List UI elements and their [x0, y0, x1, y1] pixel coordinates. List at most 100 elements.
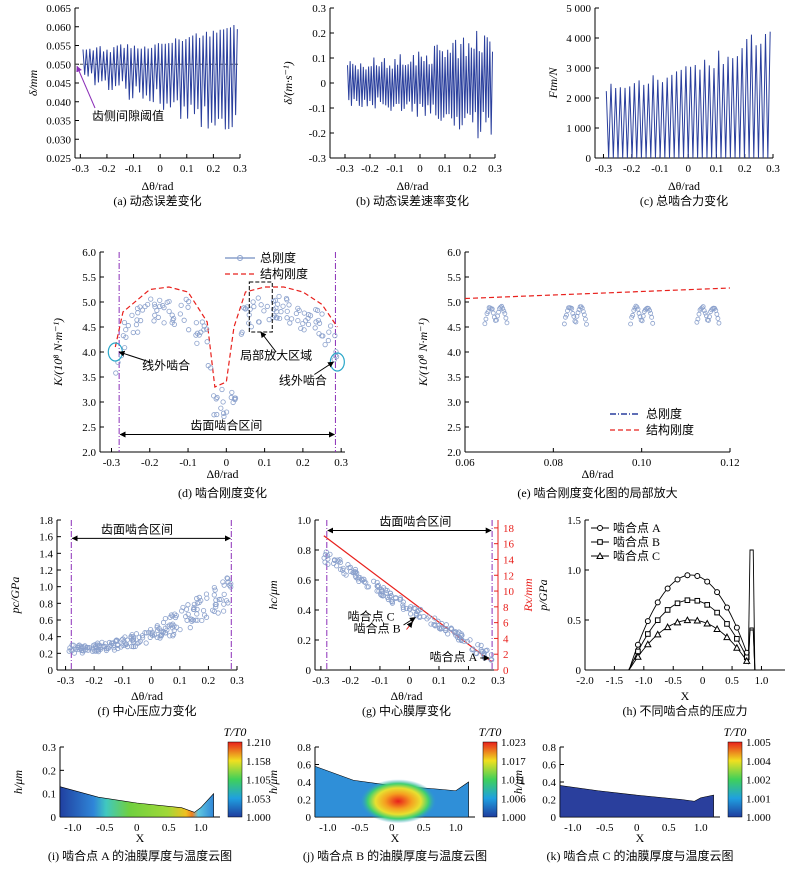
- y-tick-label: 5.5: [447, 272, 461, 284]
- total-stiffness-marker: [296, 307, 302, 314]
- film-marker: [470, 646, 476, 652]
- pressure-marker: [221, 608, 227, 614]
- chart-i: -1.0 -0.5 0 0.5 1.0 0 0.1 0.2 0.3 Xh/μm (i) 啮合点 A …: [11, 725, 271, 863]
- y-tick-label: 0: [321, 78, 327, 90]
- y-tick-label: 2.5: [82, 422, 96, 434]
- y-tick-label: -0.1: [309, 103, 326, 115]
- pressure-marker: [694, 597, 701, 604]
- y-tick-label: 4.5: [447, 322, 461, 334]
- x-tick-label: -0.2: [98, 163, 115, 175]
- film-marker: [352, 569, 358, 575]
- x-tick-label: 0.5: [662, 822, 676, 834]
- total-stiffness-marker: [640, 313, 646, 319]
- total-stiffness-marker: [123, 327, 129, 333]
- annotation-label: 线外啮合: [142, 358, 190, 373]
- y-tick-label: 0: [48, 665, 54, 677]
- pressure-marker: [210, 607, 216, 613]
- film-marker: [393, 595, 399, 601]
- pressure-line-1: [585, 549, 780, 671]
- film-marker: [325, 556, 331, 562]
- pressure-marker: [84, 644, 91, 651]
- colorbar-label: 1.005: [746, 737, 771, 749]
- film-marker: [451, 630, 458, 636]
- x-axis-label: Δθ/rad: [131, 689, 163, 703]
- colorbar-label: 1.000: [501, 812, 526, 824]
- y-tick-label: 5.0: [82, 297, 96, 309]
- pressure-marker: [95, 648, 102, 655]
- pressure-marker: [226, 582, 232, 588]
- total-stiffness-marker: [122, 345, 128, 351]
- x-tick-label: 0.2: [462, 675, 476, 687]
- y-axis-label: pc/GPa: [8, 577, 22, 615]
- annotation-arrow: [260, 331, 277, 353]
- pressure-marker: [169, 613, 175, 619]
- pressure-marker: [165, 623, 171, 629]
- film-marker: [432, 615, 438, 621]
- colorbar-label: 1.000: [746, 812, 771, 824]
- y-axis-label: δ/mm: [26, 70, 40, 97]
- x-tick-label: -0.1: [651, 163, 668, 175]
- pressure-marker: [191, 601, 197, 607]
- pressure-marker: [694, 573, 701, 580]
- total-stiffness-marker: [584, 321, 589, 327]
- pressure-marker: [113, 638, 119, 644]
- total-stiffness-marker: [186, 327, 192, 333]
- total-stiffness-marker: [113, 370, 119, 376]
- x-axis-label: Δθ/rad: [206, 467, 238, 481]
- x-tick-label: -0.5: [96, 822, 114, 834]
- x-axis-label: Δθ/rad: [581, 467, 613, 481]
- total-stiffness-marker: [631, 308, 637, 313]
- y-tick-label: 0.1: [42, 789, 56, 801]
- total-stiffness-marker: [701, 308, 707, 314]
- y-tick-label: 0.6: [297, 760, 311, 772]
- pressure-marker: [130, 634, 136, 640]
- total-stiffness-marker: [135, 329, 141, 335]
- total-stiffness-marker: [134, 305, 141, 312]
- x-tick-label: 1.0: [194, 822, 208, 834]
- y-tick-label: 0.6: [39, 615, 53, 627]
- total-stiffness-marker: [319, 333, 325, 339]
- x-tick-label: 0.5: [417, 822, 431, 834]
- x-tick-label: 0.3: [230, 675, 244, 687]
- x-tick-label: -0.3: [72, 163, 90, 175]
- y-tick-label: 1 000: [566, 123, 591, 135]
- total-stiffness-marker: [333, 349, 339, 355]
- pressure-marker: [120, 642, 126, 649]
- film-marker: [454, 634, 461, 640]
- total-stiffness-marker: [314, 307, 321, 313]
- total-stiffness-marker: [563, 314, 568, 320]
- y-tick-label: 3.5: [82, 372, 96, 384]
- total-stiffness-marker: [166, 308, 172, 314]
- pressure-marker: [187, 625, 193, 631]
- total-stiffness-marker: [221, 413, 227, 420]
- pressure-marker: [723, 604, 730, 611]
- chart-f: -0.3 -0.2 -0.1 0 0.1 0.2 0.3 0 0.2 0.4 0.6 0.8 1.0 1.…: [8, 515, 244, 718]
- pressure-marker: [194, 611, 200, 617]
- pressure-marker: [185, 611, 191, 617]
- pressure-marker: [185, 602, 191, 608]
- pressure-line-3: [585, 619, 780, 671]
- total-stiffness-marker: [177, 311, 183, 317]
- pressure-marker: [221, 591, 227, 597]
- chart-caption: (a) 动态误差变化: [113, 193, 201, 208]
- total-stiffness-marker: [218, 405, 224, 411]
- x-tick-label: -1.0: [564, 822, 582, 834]
- x-tick-label: -0.5: [351, 822, 369, 834]
- pressure-marker: [734, 636, 740, 642]
- pressure-marker: [168, 622, 174, 628]
- total-stiffness-marker: [287, 320, 293, 326]
- x-tick-label: 1.0: [755, 675, 769, 687]
- x-tick-label: -1.0: [635, 675, 653, 687]
- total-stiffness-marker: [707, 314, 712, 320]
- total-stiffness-marker: [650, 320, 656, 326]
- total-stiffness-marker: [305, 321, 312, 328]
- pressure-marker: [93, 643, 99, 649]
- total-stiffness-marker: [166, 298, 172, 305]
- colorbar-label: 1.002: [746, 775, 771, 787]
- film-marker: [456, 637, 462, 643]
- total-stiffness-marker: [241, 305, 247, 311]
- colorbar-label: 1.006: [501, 793, 526, 805]
- y-tick-label: 0.5: [567, 615, 581, 627]
- total-stiffness-marker: [570, 311, 576, 316]
- total-stiffness-marker: [499, 303, 505, 309]
